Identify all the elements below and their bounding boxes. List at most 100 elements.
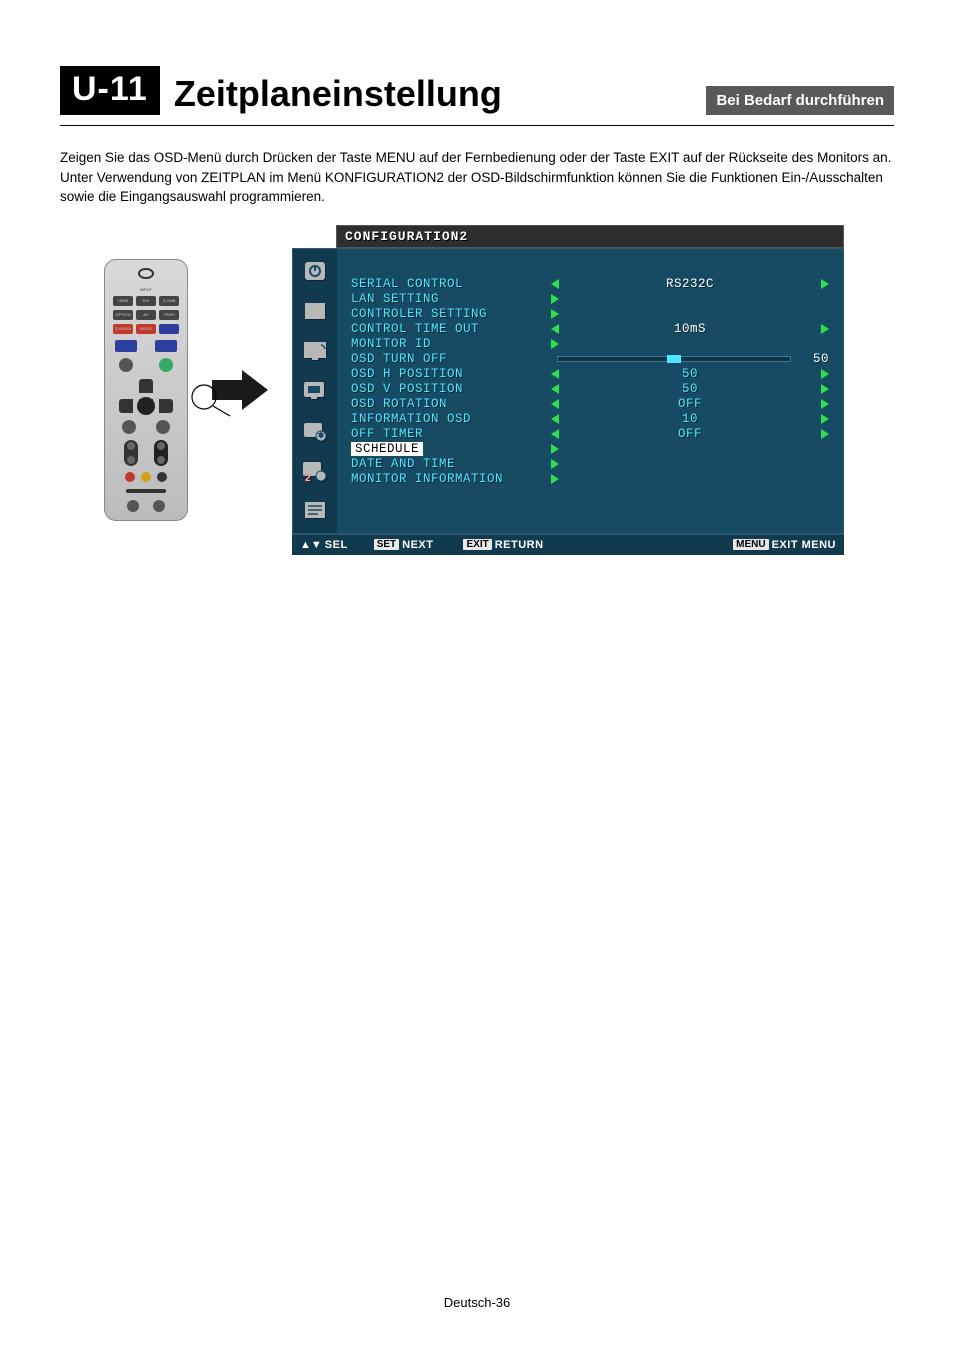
footer-menu-lbl: EXIT MENU <box>772 539 836 551</box>
osd-row-label: INFORMATION OSD <box>351 412 551 426</box>
triangle-right-icon <box>821 384 829 394</box>
triangle-right-icon <box>551 444 559 454</box>
footer-menu-key: MENU <box>733 539 768 550</box>
osd-row-control <box>551 309 829 319</box>
triangle-left-icon <box>551 414 559 424</box>
triangle-right-icon <box>821 429 829 439</box>
osd-row-label: SCHEDULE <box>351 442 551 456</box>
osd-row: OSD ROTATION OFF <box>351 397 829 412</box>
osd-row: OSD H POSITION 50 <box>351 367 829 382</box>
osd-row: SERIAL CONTROLRS232C <box>351 277 829 292</box>
osd-row-label: CONTROL TIME OUT <box>351 322 551 336</box>
info-tab-icon <box>301 499 329 523</box>
osd-row-label: OSD H POSITION <box>351 367 551 381</box>
osd-row-value: 50 <box>569 382 811 396</box>
osd-row-control: RS232C <box>551 277 829 291</box>
osd-title: CONFIGURATION2 <box>336 225 844 248</box>
osd-row-control: 50 <box>551 352 829 366</box>
divider <box>60 125 894 126</box>
osd-row-control: OFF <box>551 427 829 441</box>
osd-row: OSD V POSITION 50 <box>351 382 829 397</box>
osd-row-label: MONITOR ID <box>351 337 551 351</box>
osd-row-value: OFF <box>569 427 811 441</box>
osd-row-label: LAN SETTING <box>351 292 551 306</box>
osd-row-label: OFF TIMER <box>351 427 551 441</box>
osd-row-value: 10 <box>569 412 811 426</box>
screen2-tab-icon <box>301 379 329 403</box>
osd-row: DATE AND TIME <box>351 457 829 472</box>
osd-row-label: MONITOR INFORMATION <box>351 472 551 486</box>
osd-footer: ▲▼SEL SETNEXT EXIT RETURN MENU EXIT MENU <box>292 534 844 555</box>
osd-row-control <box>551 459 829 469</box>
instruction-badge: Bei Bedarf durchführen <box>706 86 894 115</box>
osd-row: INFORMATION OSD 10 <box>351 412 829 427</box>
osd-row-control: 10 <box>551 412 829 426</box>
triangle-right-icon <box>821 414 829 424</box>
osd-row-control <box>551 474 829 484</box>
osd-row-control <box>551 444 829 454</box>
osd-row-value: 10mS <box>569 322 811 336</box>
triangle-right-icon <box>551 459 559 469</box>
osd-row-control: 50 <box>551 367 829 381</box>
osd-row: CONTROLER SETTING <box>351 307 829 322</box>
osd-row-label: CONTROLER SETTING <box>351 307 551 321</box>
osd-row-label: SERIAL CONTROL <box>351 277 551 291</box>
osd-row: OSD TURN OFF 50 <box>351 352 829 367</box>
osd-menu-list: SERIAL CONTROLRS232CLAN SETTINGCONTROLER… <box>337 249 843 533</box>
page-number: Deutsch-36 <box>0 1295 954 1310</box>
magnifier-icon <box>190 383 240 424</box>
slider-track <box>557 356 791 362</box>
osd-row: SCHEDULE <box>351 442 829 457</box>
osd-panel: CONFIGURATION2 2 SERIAL CONTROLRS232CLAN… <box>292 225 844 555</box>
osd-row-control: 50 <box>551 382 829 396</box>
power-icon <box>138 268 154 280</box>
section-badge: U-11 <box>60 66 160 115</box>
footer-sel-keys: ▲▼ <box>300 539 322 551</box>
triangle-right-icon <box>821 399 829 409</box>
remote-illustration: INPUT HDMIDVID-SUB OPTIONAVYPbPr S-VIDEO… <box>104 259 188 521</box>
osd-row-label: OSD ROTATION <box>351 397 551 411</box>
triangle-left-icon <box>551 399 559 409</box>
triangle-left-icon <box>551 324 559 334</box>
triangle-right-icon <box>821 324 829 334</box>
osd-row-control <box>551 294 829 304</box>
osd-row: MONITOR ID <box>351 337 829 352</box>
osd-sidebar: 2 <box>293 249 337 533</box>
triangle-right-icon <box>551 474 559 484</box>
footer-ret-key: EXIT <box>463 539 491 550</box>
osd-row-control: OFF <box>551 397 829 411</box>
footer-next-key: SET <box>374 539 399 550</box>
figure-row: INPUT HDMIDVID-SUB OPTIONAVYPbPr S-VIDEO… <box>60 225 894 555</box>
osd-row-label: DATE AND TIME <box>351 457 551 471</box>
svg-text:2: 2 <box>305 473 311 483</box>
triangle-right-icon <box>551 339 559 349</box>
body-text: Zeigen Sie das OSD-Menü durch Drücken de… <box>60 148 894 207</box>
osd-row-value: 50 <box>805 352 829 366</box>
triangle-right-icon <box>551 294 559 304</box>
config2-tab-icon: 2 <box>301 459 329 483</box>
osd-row: CONTROL TIME OUT 10mS <box>351 322 829 337</box>
triangle-right-icon <box>821 279 829 289</box>
osd-row-label: OSD TURN OFF <box>351 352 551 366</box>
osd-row-value: 50 <box>569 367 811 381</box>
triangle-right-icon <box>821 369 829 379</box>
osd-row: LAN SETTING <box>351 292 829 307</box>
footer-sel-lbl: SEL <box>325 539 348 551</box>
osd-row-label: OSD V POSITION <box>351 382 551 396</box>
footer-ret-lbl: RETURN <box>495 539 544 551</box>
triangle-left-icon <box>551 369 559 379</box>
config-tab-icon <box>301 419 329 443</box>
triangle-left-icon <box>551 384 559 394</box>
page-title: Zeitplaneinstellung <box>174 73 693 115</box>
osd-row-control <box>551 339 829 349</box>
rect-tab-icon <box>301 299 329 323</box>
triangle-left-icon <box>551 279 559 289</box>
power-tab-icon <box>301 259 329 283</box>
dpad-icon <box>119 379 173 413</box>
osd-row: MONITOR INFORMATION <box>351 472 829 487</box>
osd-row: OFF TIMER OFF <box>351 427 829 442</box>
screen-tab-icon <box>301 339 329 363</box>
osd-row-value: OFF <box>569 397 811 411</box>
osd-row-control: 10mS <box>551 322 829 336</box>
footer-next-lbl: NEXT <box>402 539 433 551</box>
